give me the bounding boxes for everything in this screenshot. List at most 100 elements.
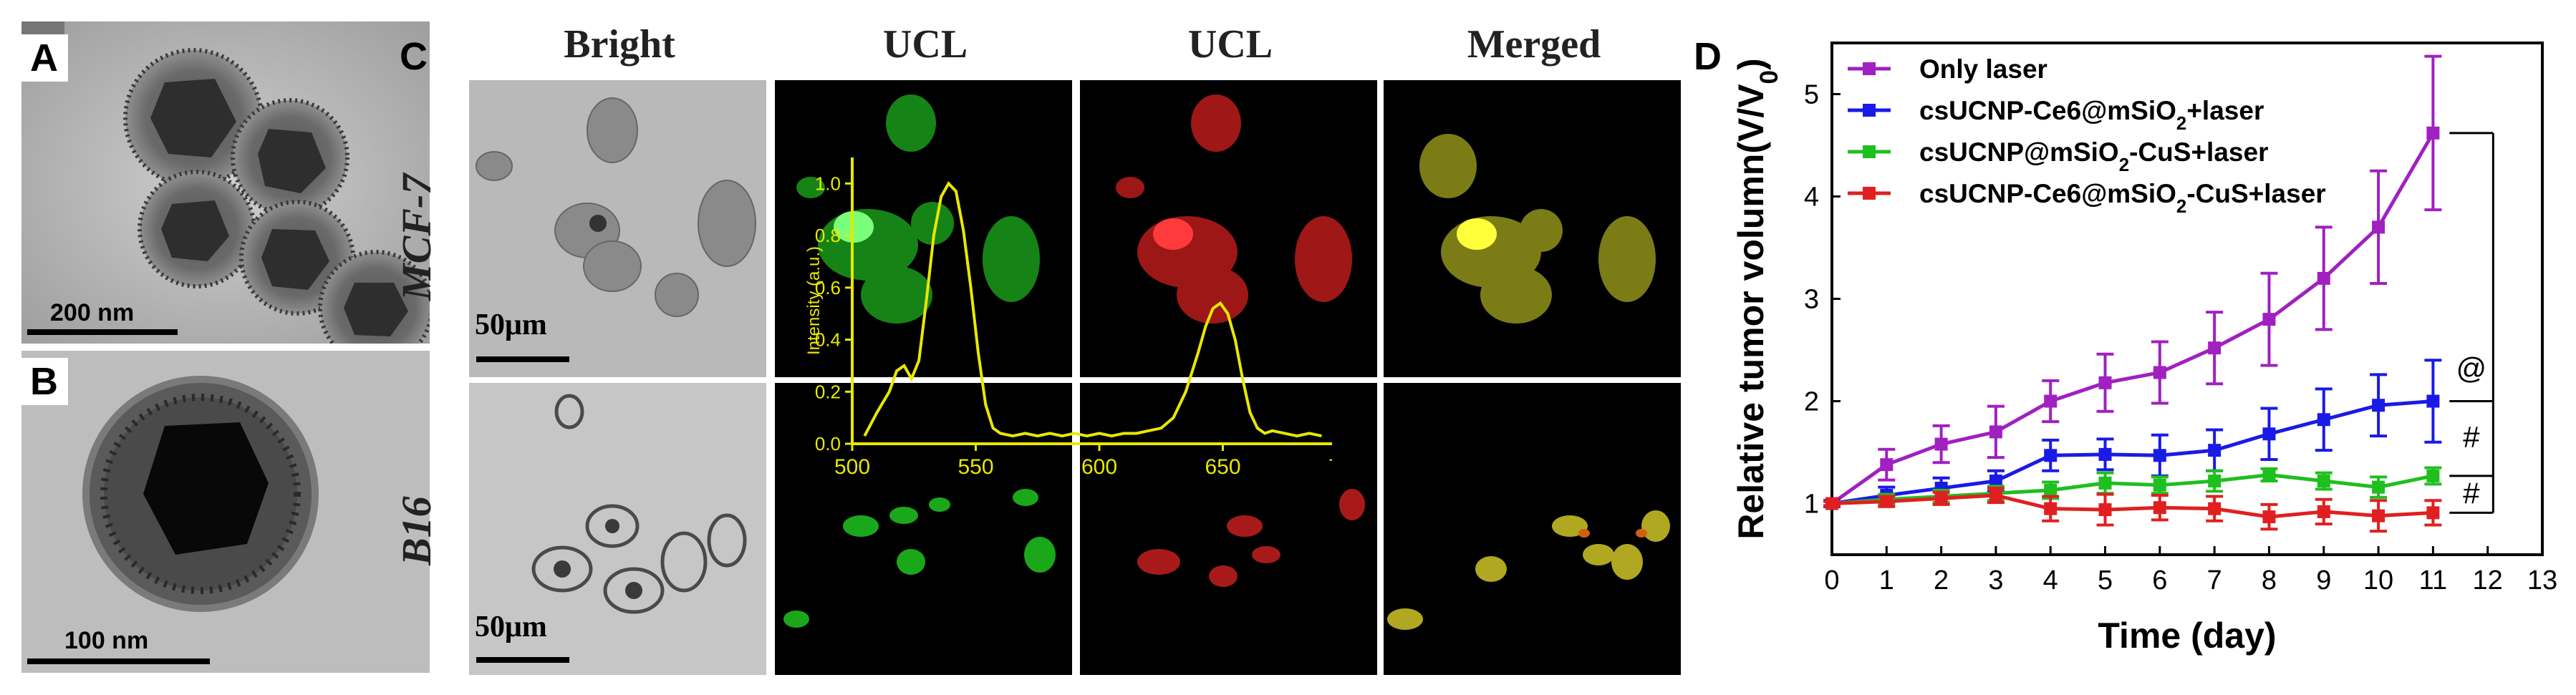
y-tick-label: 2 <box>1804 387 1819 417</box>
y-axis-label: Relative tumor volumn(V/V0) <box>1731 58 1783 539</box>
panel-b-letter: B <box>20 358 68 405</box>
legend-label-2: csUCNP@mSiO2-CuS+laser <box>1919 137 2268 175</box>
x-tick-label: 2 <box>1934 565 1949 596</box>
row-header-b16: B16 <box>393 496 440 565</box>
inset-x-tick-label: 700 <box>1328 455 1332 479</box>
series-line-0 <box>1830 132 2435 505</box>
panel-a-scale-label: 200 nm <box>50 299 135 326</box>
data-point <box>2317 271 2330 285</box>
inset-y-tick-label: 0.4 <box>815 329 841 351</box>
data-point <box>2044 502 2058 515</box>
data-point <box>2317 505 2330 518</box>
micrograph-b16-scale-bar <box>476 657 569 663</box>
data-point <box>2262 313 2276 326</box>
panel-b-scale-label: 100 nm <box>64 627 149 654</box>
x-tick-label: 11 <box>2419 565 2447 596</box>
data-point <box>2317 413 2330 427</box>
inset-y-tick-label: 0.2 <box>815 381 841 402</box>
micrograph-b16-merged <box>1384 383 1681 675</box>
data-point <box>2208 502 2222 515</box>
data-point <box>2153 366 2166 379</box>
data-point <box>1989 425 2002 439</box>
inset-y-axis-label: Intensity (a.u.) <box>804 246 824 355</box>
column-header-ucl-green: UCL <box>882 22 968 67</box>
data-point <box>1880 495 1894 508</box>
data-point <box>2372 509 2386 523</box>
series-line-2 <box>1831 472 2433 505</box>
panel-c-letter: C <box>400 35 428 78</box>
panel-a-letter: A <box>20 34 68 82</box>
micrograph-mcf7-scale-bar <box>476 356 569 362</box>
x-tick-label: 1 <box>1879 565 1894 596</box>
panel-b-tem-image <box>21 351 430 673</box>
data-point <box>2098 503 2112 517</box>
data-point <box>1880 458 1894 472</box>
y-tick-label: 4 <box>1804 183 1819 213</box>
data-point <box>1989 489 2002 502</box>
x-axis-label: Time (day) <box>2098 616 2276 656</box>
data-point <box>1934 492 1948 505</box>
data-point <box>1934 437 1948 451</box>
data-point <box>2372 399 2386 412</box>
x-tick-label: 8 <box>2262 565 2277 596</box>
y-tick-label: 5 <box>1804 80 1819 110</box>
micrograph-mcf7-bright <box>469 80 766 377</box>
data-point <box>2098 376 2112 389</box>
significance-marker-0: @ <box>2456 351 2486 385</box>
x-tick-label: 10 <box>2363 565 2393 596</box>
x-tick-label: 6 <box>2152 565 2167 596</box>
data-point <box>1825 497 1838 510</box>
data-point <box>1989 475 2002 488</box>
inset-y-tick-label: 0.6 <box>815 277 841 298</box>
data-point <box>2153 478 2166 492</box>
ucl-spectrum-inset-chart: 0.0 0.2 0.4 0.6 0.8 1.0 500 550 600 650 700 Intensi… <box>804 157 1332 479</box>
inset-x-tick-label: 500 <box>834 455 870 479</box>
x-tick-label: 13 <box>2527 565 2557 596</box>
data-point <box>2426 394 2440 408</box>
row-header-mcf7: MCF-7 <box>393 173 440 301</box>
series-line-3 <box>1831 493 2433 519</box>
column-header-bright: Bright <box>564 22 675 67</box>
data-point <box>2208 475 2222 488</box>
legend-label-3: csUCNP-Ce6@mSiO2-CuS+laser <box>1919 179 2326 217</box>
legend-label-0: Only laser <box>1919 54 2047 84</box>
data-point <box>2317 475 2330 488</box>
x-tick-label: 5 <box>2098 565 2113 596</box>
data-point <box>2372 220 2386 234</box>
column-header-ucl-red: UCL <box>1187 22 1273 67</box>
inset-y-tick-label: 1.0 <box>815 172 841 194</box>
inset-x-tick-label: 550 <box>957 455 993 479</box>
data-point <box>2262 510 2276 524</box>
data-point <box>2044 394 2058 408</box>
micrograph-mcf7-merged <box>1384 80 1681 377</box>
x-tick-label: 7 <box>2207 565 2222 596</box>
y-tick-label: 1 <box>1804 490 1819 520</box>
legend-marker-0 <box>1863 62 1876 75</box>
inset-x-tick-label: 600 <box>1081 455 1117 479</box>
x-tick-label: 9 <box>2316 565 2331 596</box>
micrograph-b16-ucl-red <box>1080 383 1377 675</box>
data-point <box>2262 427 2276 441</box>
x-tick-label: 0 <box>1824 565 1839 596</box>
column-header-merged: Merged <box>1467 22 1601 67</box>
panel-a-scale-bar <box>27 329 178 335</box>
panel-d-letter: D <box>1694 35 1722 78</box>
inset-y-tick-label: 0.0 <box>815 433 841 455</box>
data-point <box>2153 449 2166 462</box>
tem-particles-a <box>21 21 430 344</box>
inset-y-tick-label: 0.8 <box>815 225 841 246</box>
panel-a-tem-image <box>21 21 430 344</box>
x-tick-label: 3 <box>1988 565 2003 596</box>
data-point <box>2208 444 2222 457</box>
data-point <box>2262 468 2276 482</box>
data-point <box>2208 341 2222 355</box>
significance-marker-2: # <box>2463 477 2480 510</box>
series-line-1 <box>1831 399 2433 505</box>
x-tick-label: 4 <box>2043 565 2058 596</box>
legend-marker-1 <box>1863 104 1876 117</box>
data-point <box>2426 506 2440 520</box>
micrograph-b16-scale-label: 50μm <box>475 611 547 643</box>
data-point <box>2426 126 2440 140</box>
inset-x-tick-label: 650 <box>1205 455 1240 479</box>
